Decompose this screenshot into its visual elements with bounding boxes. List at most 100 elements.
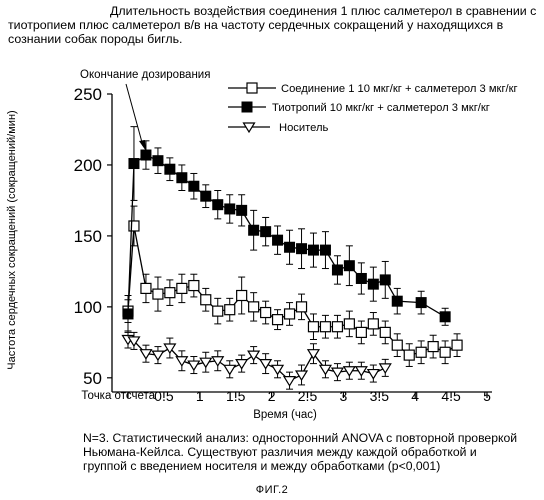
data-point [189,181,199,191]
x-tick-label: 2.5 [298,388,318,404]
data-point [247,83,257,93]
y-axis-label: Частота сердечных сокращений (сокращений… [6,110,18,369]
data-point [213,200,223,210]
footnote: N=3. Статистический анализ: односторонни… [83,431,523,473]
data-point [416,347,426,357]
x-tick-label: 3.5 [370,388,390,404]
data-point [380,327,390,337]
data-point [320,322,330,332]
data-point [225,305,235,315]
data-point [428,342,438,352]
series-2 [123,331,391,389]
data-point [176,357,187,366]
data-point [285,242,295,252]
legend-label: Тиотропий 10 мкг/кг + салметерол 3 мкг/к… [272,102,490,114]
data-point [380,364,391,373]
data-point [123,309,133,319]
y-tick-label: 50 [83,369,102,388]
data-point [237,291,247,301]
data-point [297,302,307,312]
x-tick-label: 3 [340,388,348,404]
legend-item: Тиотропий 10 мкг/кг + салметерол 3 мкг/к… [228,102,490,114]
data-point [368,319,378,329]
data-point [344,319,354,329]
data-point [249,302,259,312]
data-point [213,306,223,316]
data-point [273,315,283,325]
data-point [177,173,187,183]
data-point [368,370,379,379]
legend: Соединение 1 10 мкг/кг + салметерол 3 мк… [228,83,518,134]
data-point [153,156,163,166]
data-point [248,351,259,360]
data-point [356,273,366,283]
data-point [165,288,175,298]
data-point [152,351,163,360]
data-point [261,308,271,318]
legend-label: Носитель [279,122,329,134]
data-point [452,340,462,350]
data-point [285,309,295,319]
figure-label: ФИГ.2 [0,484,544,496]
data-point [260,360,271,369]
data-point [201,191,211,201]
x-tick-label: 5 [483,388,491,404]
data-point [249,225,259,235]
data-point [236,360,247,369]
data-point [141,283,151,293]
data-point [308,245,318,255]
legend-item: Соединение 1 10 мкг/кг + салметерол 3 мк… [228,83,518,95]
x-tick-label: Точка отсчета [81,390,155,402]
data-point [165,164,175,174]
x-axis: Точка отсчета0.511.522.533.544.55 [81,388,492,404]
data-point [141,150,151,160]
data-point [201,295,211,305]
data-point [320,245,330,255]
data-point [273,235,283,245]
y-tick-label: 250 [74,85,102,104]
x-tick-label: 1 [196,388,204,404]
data-point [404,350,414,360]
data-point [261,227,271,237]
y-axis: 50 100 150 200 250 [74,85,112,392]
x-tick-label: 2 [268,388,276,404]
data-point [392,340,402,350]
data-point [356,327,366,337]
data-point [332,322,342,332]
data-point [225,204,235,214]
data-point [416,298,426,308]
annotation-arrowhead [139,140,146,151]
data-point [332,368,343,377]
data-point [224,365,235,374]
series-layer [123,127,463,390]
x-tick-label: 0.5 [154,388,174,404]
data-point [189,281,199,291]
data-point [297,244,307,254]
x-tick-label: 4 [411,388,419,404]
data-point [440,347,450,357]
series-1 [123,127,450,333]
data-point [308,322,318,332]
data-point [153,289,163,299]
data-point [440,312,450,322]
legend-item: Носитель [228,122,329,134]
data-point [188,361,199,370]
y-tick-label: 100 [74,298,102,317]
y-tick-label: 200 [74,156,102,175]
data-point [368,279,378,289]
y-tick-label: 150 [74,227,102,246]
annotation-text: Окончание дозирования [80,69,210,81]
x-axis-label: Время (час) [253,409,317,421]
data-point [308,350,319,359]
data-point [344,261,354,271]
data-point [332,265,342,275]
data-point [237,205,247,215]
data-point [242,102,252,112]
legend-label: Соединение 1 10 мкг/кг + салметерол 3 мк… [281,83,518,95]
annotation-arrow [126,84,143,146]
data-point [380,275,390,285]
data-point [129,221,139,231]
data-point [129,159,139,169]
x-tick-label: 4.5 [441,388,461,404]
